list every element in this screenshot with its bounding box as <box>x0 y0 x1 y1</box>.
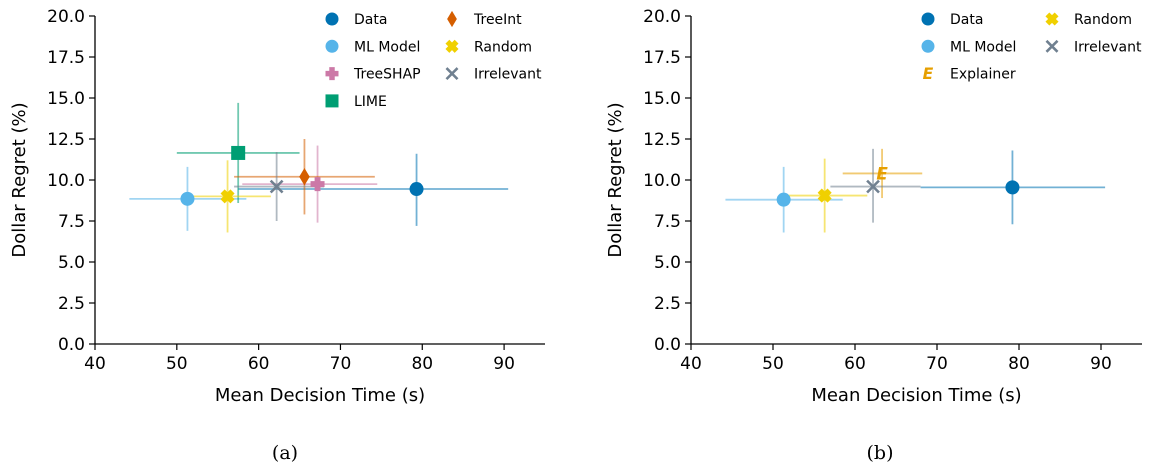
legend-label-ml-model: ML Model <box>354 39 420 55</box>
legend: Data ML Model TreeSHAP LIME TreeInt Random Irr… <box>325 10 542 110</box>
y-tick-label: 12.5 <box>643 130 681 150</box>
y-tick-label: 2.5 <box>654 294 681 314</box>
panel-caption: (a) <box>272 442 298 464</box>
x-tick-label: 50 <box>166 354 188 374</box>
y-tick-label: 5.0 <box>58 253 85 273</box>
legend-marker-treeshap <box>325 67 339 81</box>
legend-label-random: Random <box>1074 12 1132 28</box>
point-random <box>817 188 832 203</box>
point-explainer: E <box>876 163 888 183</box>
legend-label-random: Random <box>474 39 532 55</box>
x-tick-label: 80 <box>411 354 433 374</box>
legend-label-data: Data <box>950 12 983 28</box>
y-tick-label: 15.0 <box>643 89 681 109</box>
panel-b: 40 50 60 70 80 90 0.0 2.5 5.0 7.5 10.0 12.5 15.0 17.5… <box>605 7 1142 464</box>
y-tick-label: 15.0 <box>47 89 85 109</box>
legend-marker-data <box>921 12 935 26</box>
point-random <box>220 189 235 204</box>
legend-marker-lime <box>325 94 339 108</box>
x-tick-label: 50 <box>762 354 784 374</box>
point-ml-model <box>180 191 195 206</box>
legend-marker-ml-model <box>921 39 935 53</box>
y-tick-label: 10.0 <box>643 171 681 191</box>
legend-marker-irrelevant <box>445 67 459 81</box>
legend-label-lime: LIME <box>354 94 387 110</box>
point-lime <box>231 145 246 160</box>
x-tick-label: 70 <box>330 354 352 374</box>
legend: Data ML Model E Explainer Random Irrelevant <box>921 12 1142 83</box>
y-tick-label: 17.5 <box>643 48 681 68</box>
x-tick-label: 40 <box>680 354 702 374</box>
y-axis-title: Dollar Regret (%) <box>9 102 30 257</box>
x-tick-label: 90 <box>493 354 515 374</box>
point-data <box>1005 180 1020 195</box>
point-irrelevant <box>269 179 284 194</box>
y-tick-label: 20.0 <box>47 7 85 27</box>
legend-marker-ml-model <box>325 39 339 53</box>
point-treeint <box>299 167 310 186</box>
legend-marker-random <box>445 39 459 53</box>
y-tick-label: 7.5 <box>654 212 681 232</box>
y-tick-label: 17.5 <box>47 48 85 68</box>
point-data <box>409 182 424 197</box>
legend-marker-treeint <box>447 10 457 28</box>
point-treeshap <box>310 177 325 192</box>
legend-label-data: Data <box>354 12 387 28</box>
x-axis-title: Mean Decision Time (s) <box>215 385 425 406</box>
x-tick-label: 40 <box>84 354 106 374</box>
y-tick-label: 5.0 <box>654 253 681 273</box>
y-tick-label: 2.5 <box>58 294 85 314</box>
legend-marker-random <box>1045 12 1059 26</box>
y-tick-label: 7.5 <box>58 212 85 232</box>
panel-caption: (b) <box>867 442 894 464</box>
legend-marker-irrelevant <box>1045 39 1059 53</box>
x-tick-label: 60 <box>248 354 270 374</box>
y-axis-title: Dollar Regret (%) <box>605 102 626 257</box>
x-axis-title: Mean Decision Time (s) <box>811 385 1021 406</box>
legend-label-treeint: TreeInt <box>473 12 522 28</box>
legend-label-irrelevant: Irrelevant <box>1074 39 1142 55</box>
panel-a: 40 50 60 70 80 90 0.0 2.5 5.0 7.5 10.0 12.5 15.0 17.5… <box>9 7 545 464</box>
errorbar-treeshap <box>242 145 378 223</box>
x-tick-label: 70 <box>926 354 948 374</box>
y-tick-label: 0.0 <box>58 335 85 355</box>
y-tick-label: 12.5 <box>47 130 85 150</box>
point-ml-model <box>776 192 791 207</box>
legend-label-irrelevant: Irrelevant <box>474 67 542 83</box>
y-tick-label: 0.0 <box>654 335 681 355</box>
y-tick-label: 10.0 <box>47 171 85 191</box>
point-irrelevant <box>866 179 880 194</box>
legend-label-ml-model: ML Model <box>950 39 1016 55</box>
legend-marker-data <box>325 12 339 26</box>
legend-label-treeshap: TreeSHAP <box>353 67 421 83</box>
x-tick-label: 60 <box>844 354 866 374</box>
legend-marker-explainer: E <box>923 65 934 83</box>
legend-label-explainer: Explainer <box>950 67 1016 83</box>
errorbar-explainer <box>842 148 923 199</box>
x-tick-label: 90 <box>1090 354 1112 374</box>
y-tick-label: 20.0 <box>643 7 681 27</box>
x-tick-label: 80 <box>1008 354 1030 374</box>
